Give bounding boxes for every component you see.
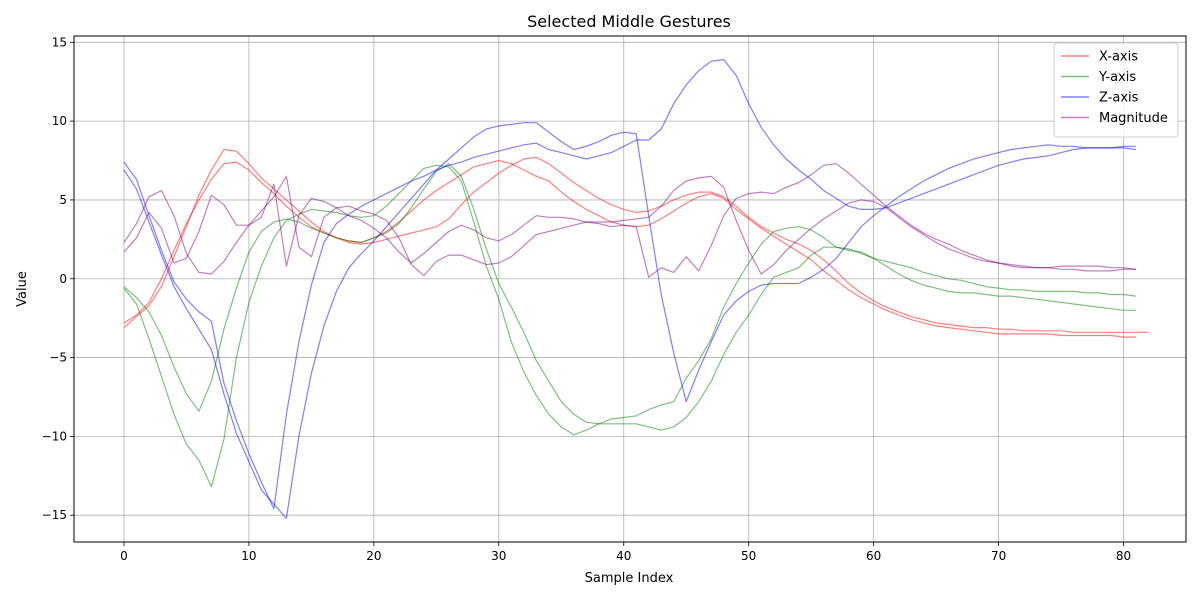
y-axis-label: Value: [15, 271, 30, 307]
series-line-z-axis: [123, 58, 1136, 510]
legend: X-axis Y-axis Z-axis Magnitude: [1053, 42, 1179, 138]
legend-label: Magnitude: [1099, 111, 1168, 126]
grid: [74, 36, 1186, 542]
series-lines: [123, 58, 1149, 520]
legend-label: Y-axis: [1098, 70, 1136, 85]
x-tick-label: 20: [366, 549, 381, 563]
x-tick-label: 0: [120, 549, 128, 563]
y-tick-label: 0: [59, 272, 67, 286]
y-tick-label: −10: [42, 429, 67, 443]
series-line-magnitude: [123, 175, 1137, 277]
y-tick-label: −15: [42, 508, 67, 522]
series-line-x-axis: [123, 148, 1149, 333]
y-tick-label: 5: [59, 193, 67, 207]
series-line-y-axis: [123, 163, 1136, 431]
y-axis-ticks: −15 −10 −5 0 5 10 15: [42, 35, 74, 522]
x-tick-label: 10: [241, 549, 256, 563]
legend-box: [1053, 42, 1179, 138]
x-axis-ticks: 0 10 20 30 40 50 60 70 80: [120, 542, 1131, 563]
y-tick-label: 10: [52, 114, 67, 128]
series-line-magnitude: [123, 163, 1136, 278]
x-tick-label: 40: [616, 549, 631, 563]
y-tick-label: 15: [52, 35, 67, 49]
series-line-z-axis: [123, 122, 1137, 520]
legend-label: Z-axis: [1099, 91, 1139, 106]
y-tick-label: −5: [49, 351, 67, 365]
plot-frame: [73, 35, 1187, 543]
x-axis-label: Sample Index: [585, 571, 674, 586]
chart-title: Selected Middle Gestures: [527, 12, 731, 31]
x-tick-label: 80: [1116, 549, 1131, 563]
x-tick-label: 60: [866, 549, 881, 563]
x-tick-label: 50: [741, 549, 756, 563]
series-line-y-axis: [123, 164, 1137, 488]
x-tick-label: 30: [491, 549, 506, 563]
x-tick-label: 70: [991, 549, 1006, 563]
legend-label: X-axis: [1099, 50, 1138, 65]
